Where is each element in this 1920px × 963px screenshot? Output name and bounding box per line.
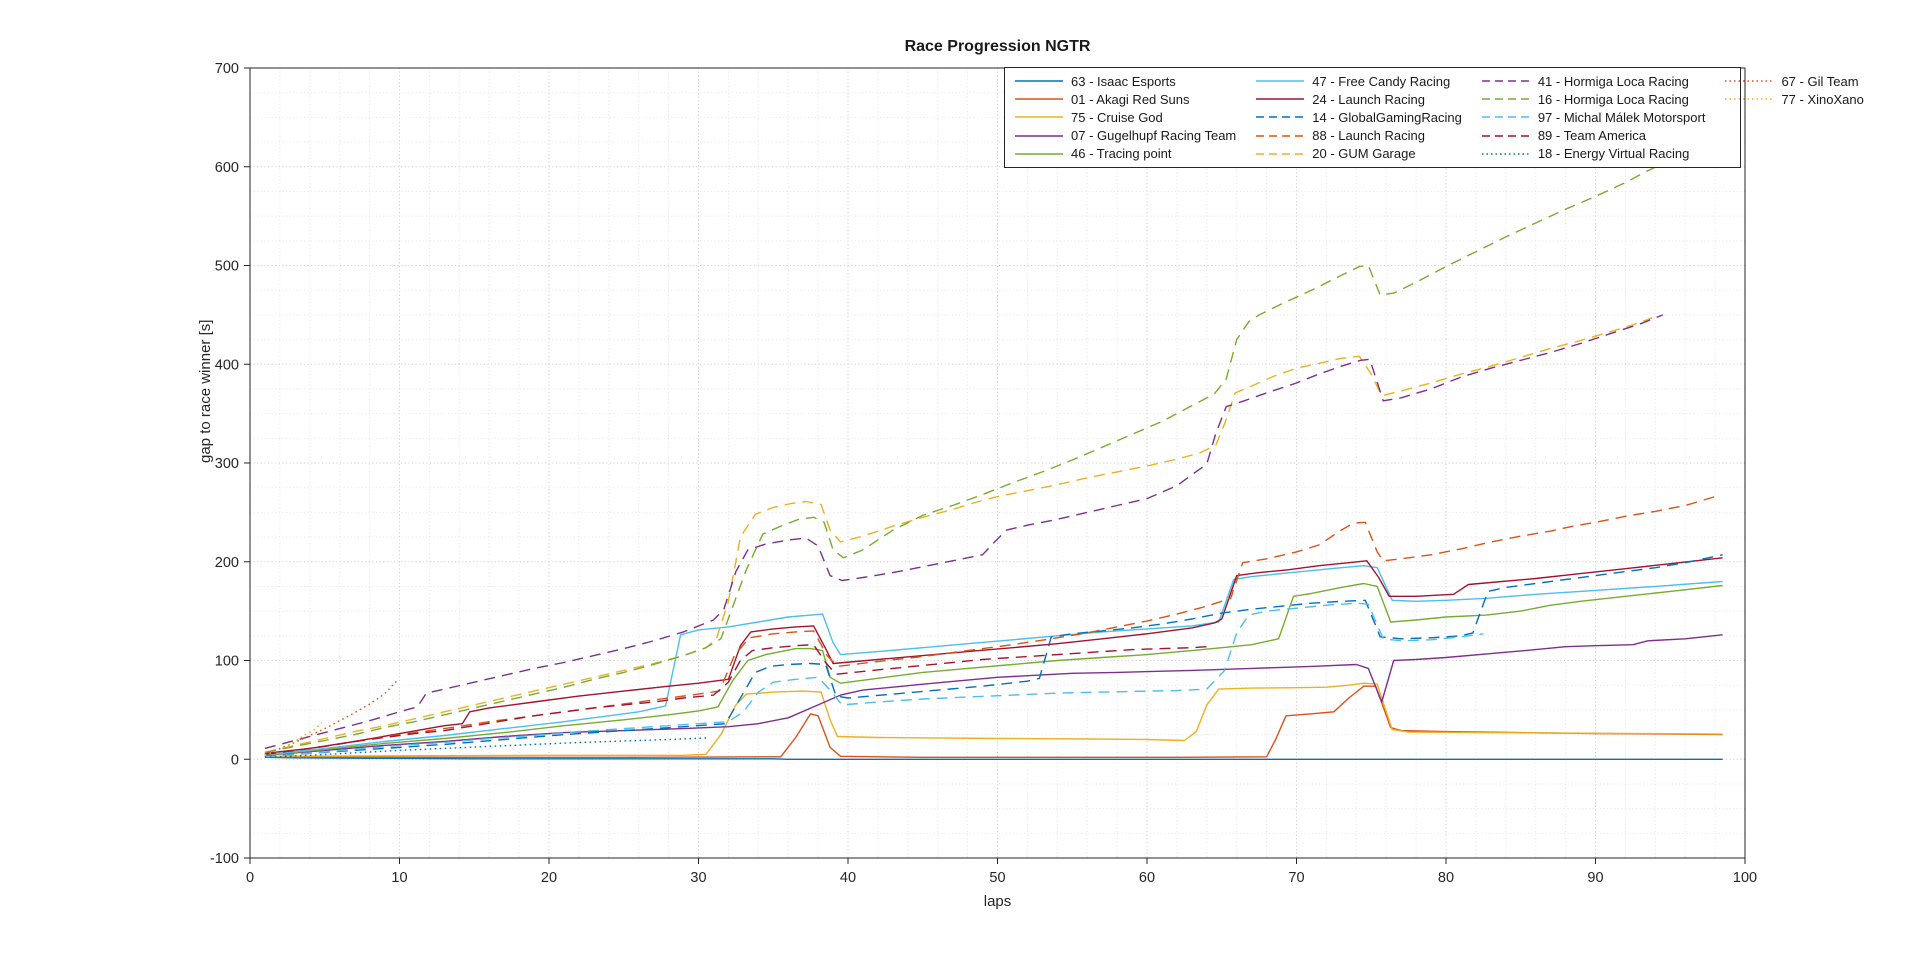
x-axis-label: laps	[983, 893, 1012, 910]
series-line-01-akagi-red-suns	[264, 685, 1723, 758]
series-line-47-free-candy-racing	[264, 565, 1723, 756]
legend-item-24-launch-racing: 24 - Launch Racing	[1254, 92, 1462, 107]
series-line-97-michal-m-lek-motorsport	[264, 602, 1484, 758]
series-line-75-cruise-god	[264, 682, 1723, 757]
legend-label: 14 - GlobalGamingRacing	[1312, 109, 1462, 125]
x-tick-label: 0	[246, 870, 254, 886]
series-line-07-gugelhupf-racing-team	[264, 634, 1723, 756]
series-line-41-hormiga-loca-racing	[264, 314, 1664, 750]
legend-swatch-dashed	[1256, 153, 1305, 155]
y-tick-label: 400	[215, 357, 239, 373]
y-tick-label: 700	[215, 61, 239, 77]
legend-item-14-globalgamingracing: 14 - GlobalGamingRacing	[1254, 110, 1462, 125]
legend-swatch-dashed	[1481, 116, 1530, 119]
series-line-63-isaac-esports	[264, 756, 1723, 760]
legend-swatch-solid	[1015, 80, 1063, 82]
legend-label: 20 - GUM Garage	[1312, 146, 1416, 162]
y-tick-label: 100	[215, 654, 239, 670]
legend-label: 63 - Isaac Esports	[1071, 73, 1176, 89]
x-tick-label: 100	[1733, 870, 1757, 886]
legend: 63 - Isaac Esports 01 - Akagi Red Suns 75 …	[1004, 67, 1864, 168]
legend-item-20-gum-garage: 20 - GUM Garage	[1254, 146, 1462, 161]
series-line-89-team-america	[264, 644, 1207, 755]
y-tick-label: 300	[215, 456, 239, 472]
x-tick-label: 30	[690, 870, 706, 886]
y-tick-label: 0	[231, 752, 239, 768]
series-line-14-globalgamingracing	[264, 554, 1723, 757]
x-tick-label: 40	[840, 870, 856, 886]
x-tick-label: 10	[391, 870, 407, 886]
legend-item-89-team-america: 89 - Team America	[1480, 128, 1706, 143]
series-line-20-gum-garage	[264, 317, 1653, 753]
legend-item-75-cruise-god: 75 - Cruise God	[1013, 110, 1236, 125]
legend-swatch-dotted	[1481, 153, 1530, 155]
legend-item-67-gil-team: 67 - Gil Team	[1723, 74, 1863, 89]
legend-swatch-solid	[1015, 116, 1063, 119]
legend-swatch-dashed	[1481, 134, 1530, 137]
legend-swatch-solid	[1015, 134, 1063, 137]
legend-label: 16 - Hormiga Loca Racing	[1537, 91, 1689, 107]
legend-label: 75 - Cruise God	[1071, 109, 1163, 125]
legend-swatch-solid	[1256, 80, 1305, 82]
legend-label: 18 - Energy Virtual Racing	[1537, 146, 1690, 162]
legend-swatch-dashed	[1256, 116, 1305, 119]
x-tick-label: 60	[1139, 870, 1155, 886]
legend-item-16-hormiga-loca-racing: 16 - Hormiga Loca Racing	[1480, 92, 1706, 107]
legend-swatch-solid	[1015, 153, 1063, 155]
series-line-67-gil-team	[264, 680, 398, 755]
y-tick-label: 600	[215, 160, 239, 176]
legend-label: 07 - Gugelhupf Racing Team	[1071, 128, 1237, 144]
series-line-16-hormiga-loca-racing	[264, 165, 1659, 753]
legend-label: 47 - Free Candy Racing	[1312, 73, 1451, 89]
x-tick-label: 80	[1438, 870, 1454, 886]
legend-label: 88 - Launch Racing	[1312, 128, 1425, 144]
legend-swatch-solid	[1015, 98, 1063, 101]
x-tick-label: 90	[1587, 870, 1603, 886]
legend-item-41-hormiga-loca-racing: 41 - Hormiga Loca Racing	[1480, 74, 1706, 89]
legend-item-18-energy-virtual-racing: 18 - Energy Virtual Racing	[1480, 146, 1706, 161]
chart-title: Race Progression NGTR	[904, 38, 1091, 55]
legend-item-47-free-candy-racing: 47 - Free Candy Racing	[1254, 74, 1462, 89]
legend-swatch-solid	[1256, 98, 1305, 101]
legend-label: 46 - Tracing point	[1071, 146, 1172, 162]
legend-item-63-isaac-esports: 63 - Isaac Esports	[1013, 74, 1236, 89]
legend-swatch-dashed	[1256, 134, 1305, 137]
legend-label: 89 - Team America	[1537, 128, 1646, 144]
legend-item-46-tracing-point: 46 - Tracing point	[1013, 146, 1236, 161]
legend-item-01-akagi-red-suns: 01 - Akagi Red Suns	[1013, 92, 1236, 107]
x-tick-label: 20	[541, 870, 557, 886]
series-line-88-launch-racing	[264, 495, 1716, 755]
x-tick-label: 50	[989, 870, 1005, 886]
legend-swatch-dashed	[1481, 98, 1530, 101]
x-tick-label: 70	[1288, 870, 1304, 886]
legend-item-88-launch-racing: 88 - Launch Racing	[1254, 128, 1462, 143]
legend-label: 67 - Gil Team	[1781, 73, 1859, 89]
legend-item-77-xinoxano: 77 - XinoXano	[1723, 91, 1864, 107]
y-tick-label: 200	[215, 555, 239, 571]
series-line-77-xinoxano	[264, 722, 323, 756]
y-tick-label: 500	[215, 259, 239, 275]
legend-item-07-gugelhupf-racing-team: 07 - Gugelhupf Racing Team	[1013, 128, 1236, 143]
legend-label: 97 - Michal Málek Motorsport	[1537, 109, 1706, 125]
legend-label: 77 - XinoXano	[1781, 91, 1864, 107]
legend-swatch-dotted	[1725, 80, 1774, 82]
series-line-24-launch-racing	[264, 557, 1723, 754]
legend-label: 41 - Hormiga Loca Racing	[1537, 73, 1689, 89]
y-tick-label: -100	[210, 851, 239, 867]
legend-label: 01 - Akagi Red Suns	[1071, 91, 1190, 107]
legend-item-97-michal-m-lek-motorsport: 97 - Michal Málek Motorsport	[1480, 109, 1706, 125]
legend-label: 24 - Launch Racing	[1312, 91, 1425, 107]
series-line-46-tracing-point	[264, 582, 1723, 756]
legend-swatch-dashed	[1481, 80, 1530, 82]
legend-swatch-dotted	[1725, 98, 1774, 101]
